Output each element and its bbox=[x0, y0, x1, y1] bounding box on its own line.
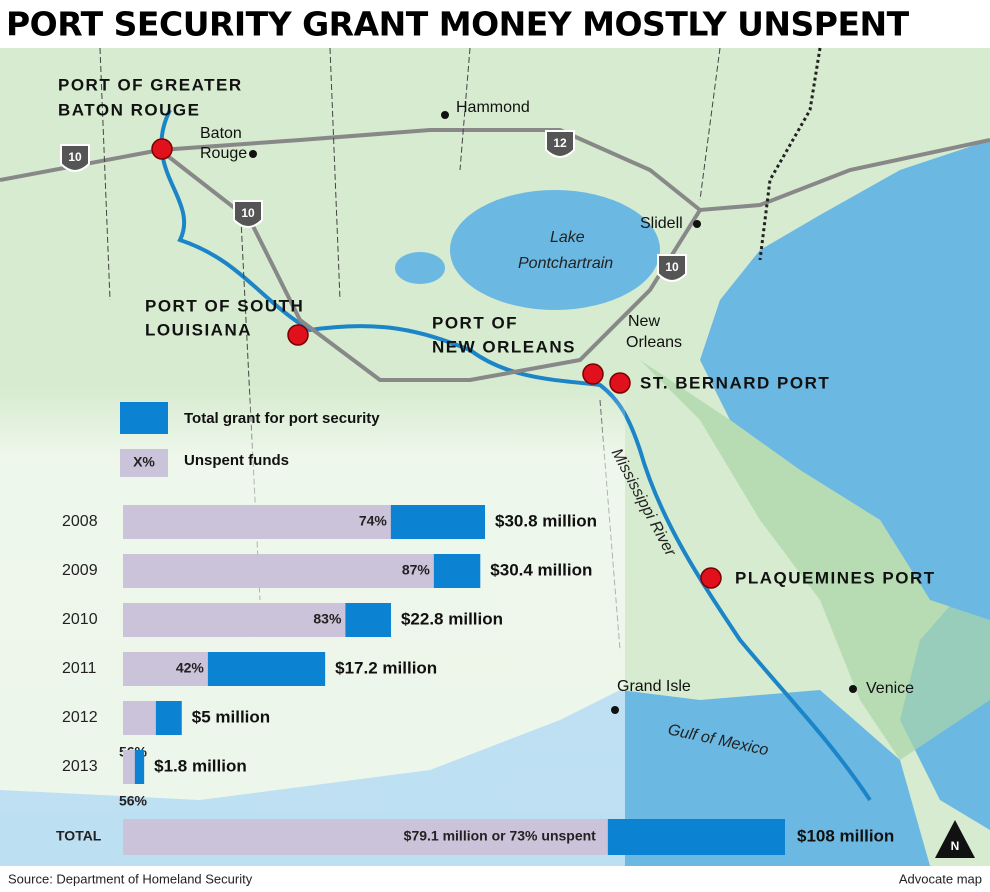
highway-number: 10 bbox=[68, 150, 82, 164]
map-label: Baton bbox=[200, 125, 242, 142]
bar-unspent bbox=[123, 701, 156, 735]
value-label: $1.8 million bbox=[154, 756, 247, 775]
source: Source: Department of Homeland Security bbox=[8, 871, 253, 886]
highway-shield bbox=[545, 130, 575, 158]
north-label: N bbox=[951, 839, 960, 853]
bar-unspent bbox=[123, 554, 434, 588]
total-unspent-label: $79.1 million or 73% unspent bbox=[404, 828, 597, 844]
port-dot bbox=[700, 567, 722, 589]
marsh bbox=[640, 360, 990, 760]
map-label: Rouge bbox=[200, 145, 247, 162]
bar-unspent bbox=[123, 819, 608, 855]
map-label: New bbox=[628, 313, 660, 330]
map-label: PORT OF bbox=[432, 313, 518, 332]
bar-unspent bbox=[123, 652, 208, 686]
port-dot bbox=[287, 324, 309, 346]
highway-number: 12 bbox=[553, 136, 567, 150]
map-label: NEW ORLEANS bbox=[432, 337, 576, 356]
value-label: $22.8 million bbox=[401, 609, 503, 628]
bar-unspent bbox=[123, 750, 135, 784]
map-label: LOUISIANA bbox=[145, 320, 252, 339]
legend-sample: X% bbox=[133, 454, 155, 470]
river bbox=[159, 109, 872, 802]
year-label: 2010 bbox=[62, 611, 98, 628]
map-label: Hammond bbox=[456, 99, 530, 116]
highway-number: 10 bbox=[665, 260, 679, 274]
year-label: 2012 bbox=[62, 709, 98, 726]
map-label: Grand Isle bbox=[617, 678, 691, 695]
year-label: 2008 bbox=[62, 513, 98, 530]
map-label: Pontchartrain bbox=[518, 255, 613, 272]
map-label: BATON ROUGE bbox=[58, 100, 200, 119]
port-dot bbox=[151, 138, 173, 160]
total-label: TOTAL bbox=[56, 828, 102, 844]
value-label: $5 million bbox=[192, 707, 270, 726]
highway-shield bbox=[233, 200, 263, 228]
value-label: $30.4 million bbox=[490, 560, 592, 579]
value-label: $17.2 million bbox=[335, 658, 437, 677]
value-label: $30.8 million bbox=[495, 511, 597, 530]
highway-shield bbox=[60, 144, 90, 172]
total-value-label: $108 million bbox=[797, 826, 894, 845]
map-label: Venice bbox=[866, 680, 914, 697]
credit: Advocate map bbox=[899, 871, 982, 886]
legend-label: Total grant for port security bbox=[184, 410, 380, 427]
port-dot bbox=[582, 363, 604, 385]
map-label: Orleans bbox=[626, 334, 682, 351]
highway-number: 10 bbox=[241, 206, 255, 220]
percent-label: 87% bbox=[402, 562, 431, 578]
percent-label: 56% bbox=[119, 793, 148, 809]
year-label: 2009 bbox=[62, 562, 98, 579]
towns bbox=[249, 111, 857, 714]
title: PORT SECURITY GRANT MONEY MOSTLY UNSPENT bbox=[6, 5, 910, 44]
percent-label: 42% bbox=[176, 660, 205, 676]
north-arrow bbox=[935, 820, 975, 858]
percent-label: 83% bbox=[313, 611, 342, 627]
port-dot bbox=[609, 372, 631, 394]
bar-unspent bbox=[123, 505, 391, 539]
bar-unspent bbox=[123, 603, 346, 637]
year-label: 2013 bbox=[62, 758, 98, 775]
map-label: Lake bbox=[550, 229, 585, 246]
year-label: 2011 bbox=[62, 660, 97, 677]
ports bbox=[151, 138, 722, 589]
gulf bbox=[700, 140, 990, 620]
legend-label: Unspent funds bbox=[184, 452, 289, 469]
highway-shield bbox=[657, 254, 687, 282]
legend-swatch bbox=[120, 449, 168, 477]
state-line bbox=[758, 47, 822, 261]
gulf bbox=[0, 560, 990, 866]
percent-label: 74% bbox=[359, 513, 388, 529]
legend-swatch bbox=[120, 402, 168, 434]
map-label: ST. BERNARD PORT bbox=[640, 373, 830, 392]
map-label: PORT OF GREATER bbox=[58, 75, 243, 94]
lake bbox=[395, 252, 445, 284]
highways bbox=[0, 128, 990, 382]
map-label: PLAQUEMINES PORT bbox=[735, 568, 936, 587]
lake bbox=[450, 190, 660, 310]
map-label: Slidell bbox=[640, 215, 683, 232]
map-label: PORT OF SOUTH bbox=[145, 296, 304, 315]
